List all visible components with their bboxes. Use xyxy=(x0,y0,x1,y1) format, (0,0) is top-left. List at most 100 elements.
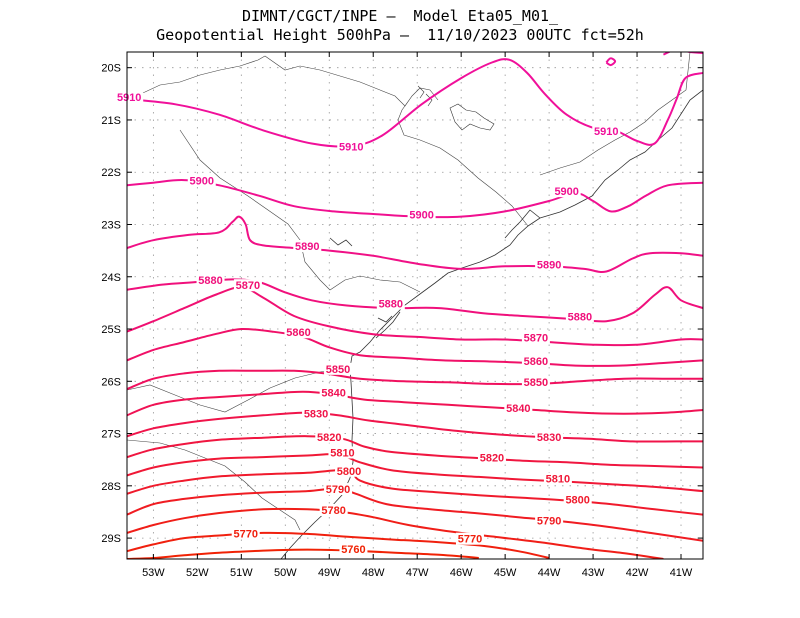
contour-label-bg xyxy=(315,430,344,443)
lon-label: 49W xyxy=(318,567,341,579)
contour-5870 xyxy=(127,286,703,347)
contour-label-bg xyxy=(535,514,564,527)
contour-label-bg xyxy=(319,503,348,516)
contour-label-bg xyxy=(477,451,506,464)
contour-label-bg xyxy=(535,430,564,443)
lat-label: 22S xyxy=(101,167,121,179)
contour-label-bg xyxy=(324,483,353,496)
contour-label: 5800 xyxy=(565,495,589,507)
contour-label: 5890 xyxy=(295,241,319,253)
axis-ticks: 20S 21S 22S 23S 24S 25S 26S 27S 28S 29S 53W 52W 51W 5… xyxy=(101,52,703,579)
lon-label: 46W xyxy=(450,567,473,579)
contour-label-bg xyxy=(187,174,216,187)
contour-label-bg xyxy=(302,407,331,420)
lon-label: 44W xyxy=(538,567,561,579)
contour-label-bg xyxy=(455,532,484,545)
contour-5790 xyxy=(127,487,703,542)
contour-5830 xyxy=(127,411,703,443)
contour-label: 5910 xyxy=(117,92,141,104)
contour-5860 xyxy=(127,327,703,367)
contour-label: 5800 xyxy=(337,466,361,478)
contour-label-bg xyxy=(335,464,364,477)
contour-label: 5830 xyxy=(304,408,328,420)
contour-5840 xyxy=(127,390,703,417)
lat-label: 24S xyxy=(101,272,121,284)
contour-label: 5870 xyxy=(524,332,548,344)
contour-label-bg xyxy=(552,185,581,198)
contour-label: 5890 xyxy=(537,259,561,271)
contour-label: 5840 xyxy=(321,387,345,399)
lon-label: 41W xyxy=(670,567,693,579)
lon-label: 43W xyxy=(582,567,605,579)
contour-label: 5810 xyxy=(330,447,354,459)
contour-label: 5790 xyxy=(537,515,561,527)
contour-label-bg xyxy=(521,375,550,388)
lat-label: 26S xyxy=(101,376,121,388)
contour-label: 5880 xyxy=(568,312,592,324)
lon-label: 42W xyxy=(626,567,649,579)
contour-label: 5910 xyxy=(594,126,618,138)
contour-label: 5770 xyxy=(233,528,257,540)
contour-label-bg xyxy=(196,273,225,286)
contour-5890 xyxy=(127,215,703,273)
contour-label-bg xyxy=(337,140,366,153)
contour-5820 xyxy=(127,435,703,469)
lon-label: 47W xyxy=(406,567,429,579)
contour-label: 5760 xyxy=(341,544,365,556)
lake-outline xyxy=(449,103,495,131)
figure-title-line2: Geopotential Height 500hPa – 11/10/2023 … xyxy=(156,26,644,44)
contour-labels: 5910 5910 5910 5900 5900 5900 5890 5890 5880 5880… xyxy=(115,91,621,556)
contour-label-bg xyxy=(563,493,592,506)
contour-label-bg xyxy=(521,331,550,344)
contour-5780 xyxy=(127,507,664,559)
contour-label: 5830 xyxy=(537,432,561,444)
contour-label: 5780 xyxy=(321,505,345,517)
contour-5850 xyxy=(127,369,703,391)
lat-label: 21S xyxy=(101,115,121,127)
contour-label-bg xyxy=(231,527,260,540)
coast-detail xyxy=(329,209,541,339)
lat-label: 23S xyxy=(101,219,121,231)
contour-label-bg xyxy=(565,310,594,323)
contour-label: 5840 xyxy=(506,403,530,415)
contour-label-bg xyxy=(376,297,405,310)
lon-label: 48W xyxy=(362,567,385,579)
contour-label: 5900 xyxy=(554,186,578,198)
contour-label: 5870 xyxy=(236,280,260,292)
contour-5900 xyxy=(127,179,703,219)
contour-label-bg xyxy=(284,326,313,339)
lat-label: 27S xyxy=(101,429,121,441)
lat-label: 29S xyxy=(101,533,121,545)
geopotential-contours xyxy=(127,52,703,559)
contour-5910 xyxy=(127,58,703,148)
lon-label: 53W xyxy=(142,567,165,579)
lon-label: 50W xyxy=(274,567,297,579)
lon-label: 52W xyxy=(186,567,209,579)
contour-label-bg xyxy=(233,279,262,292)
plot-frame xyxy=(126,51,704,560)
contour-label: 5900 xyxy=(409,210,433,222)
contour-label: 5910 xyxy=(339,142,363,154)
contour-label-bg xyxy=(543,472,572,485)
contour-label: 5820 xyxy=(317,432,341,444)
contour-5910 xyxy=(662,52,703,56)
lat-label: 28S xyxy=(101,481,121,493)
lon-label: 45W xyxy=(494,567,517,579)
contour-5760 xyxy=(127,548,479,559)
contour-label-bg xyxy=(293,240,322,253)
contour-label-bg xyxy=(324,362,353,375)
lat-label: 20S xyxy=(101,63,121,75)
contour-label-bg xyxy=(592,125,621,138)
lon-label: 51W xyxy=(230,567,253,579)
contour-label-bg xyxy=(319,386,348,399)
contour-label: 5810 xyxy=(546,474,570,486)
contour-label-bg xyxy=(115,91,144,104)
coast-detail-2 xyxy=(417,85,433,107)
contour-label: 5880 xyxy=(379,299,403,311)
figure-title-line1: DIMNT/CGCT/INPE – Model Eta05_M01_ xyxy=(241,7,559,25)
contour-label: 5790 xyxy=(326,484,350,496)
contour-label: 5860 xyxy=(524,356,548,368)
lat-lon-grid xyxy=(127,52,703,559)
